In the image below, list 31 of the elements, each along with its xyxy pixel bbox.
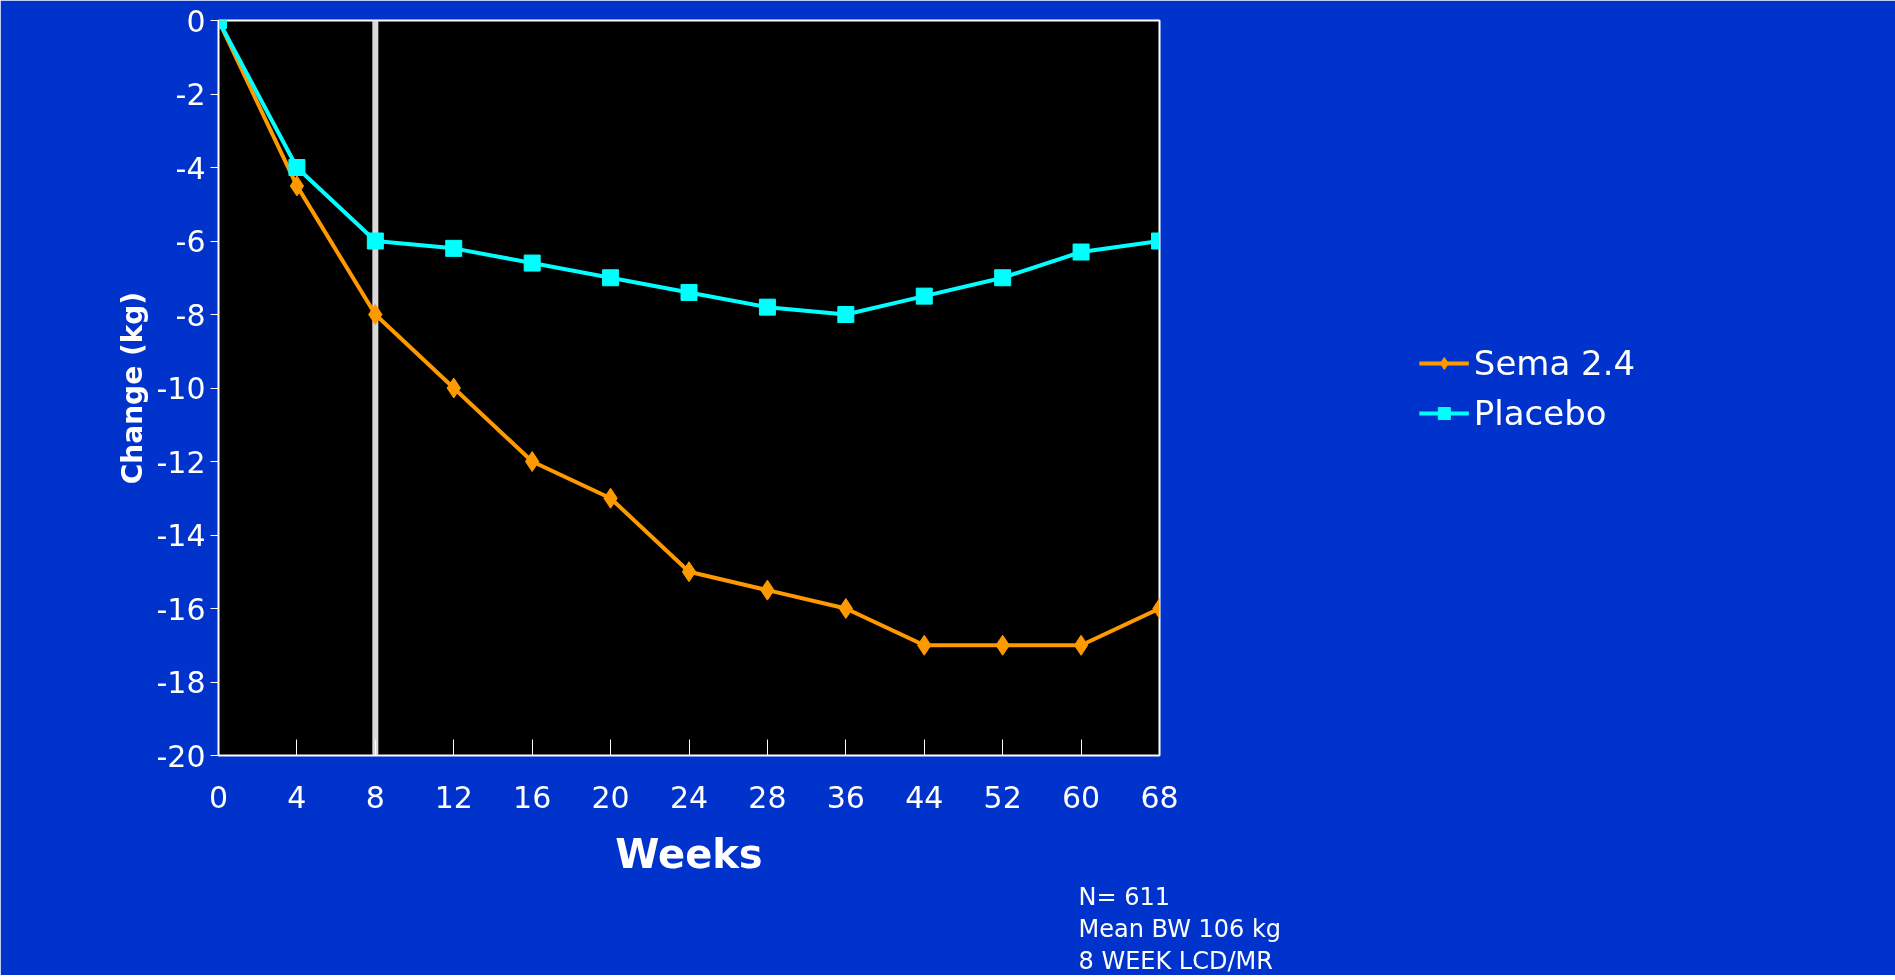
x-tick-label: 4 (287, 779, 307, 815)
x-tick-label: 60 (1062, 779, 1101, 815)
y-tick-label: 0 (186, 3, 206, 39)
x-tick-label: 16 (513, 779, 552, 815)
y-tick-label: -14 (156, 518, 206, 553)
y-tick-label: -8 (175, 297, 206, 333)
text: N= 611 (1078, 882, 1170, 911)
y-tick-label: -10 (156, 371, 206, 406)
y-tick-label: -20 (156, 738, 206, 774)
legend-label: Sema 2.4 (1473, 342, 1636, 383)
x-tick-label: 20 (591, 779, 630, 815)
x-tick-label: 28 (748, 779, 787, 815)
x-tick-label: 68 (1140, 779, 1179, 815)
y-tick-label: -16 (156, 591, 206, 627)
legend-label: Placebo (1473, 392, 1607, 433)
y-tick-label: -12 (156, 444, 206, 480)
x-tick-label: 52 (983, 779, 1022, 815)
x-tick-label: 36 (826, 779, 865, 815)
x-tick-label: 0 (208, 779, 229, 815)
y-tick-label: -18 (156, 665, 206, 700)
y-tick-label: -2 (175, 77, 206, 112)
x-tick-label: 8 (365, 779, 385, 815)
text: 8 WEEK LCD/MR (1078, 946, 1273, 975)
text: Mean BW 106 kg (1078, 914, 1282, 943)
y-tick-label: -4 (175, 150, 206, 186)
y-axis-title: Change (kg) (115, 291, 149, 485)
x-tick-label: 12 (434, 779, 473, 815)
x-axis-title: Weeks (615, 830, 763, 877)
x-tick-label: 44 (905, 779, 944, 815)
x-tick-label: 24 (669, 779, 709, 815)
y-tick-label: -6 (175, 224, 206, 259)
